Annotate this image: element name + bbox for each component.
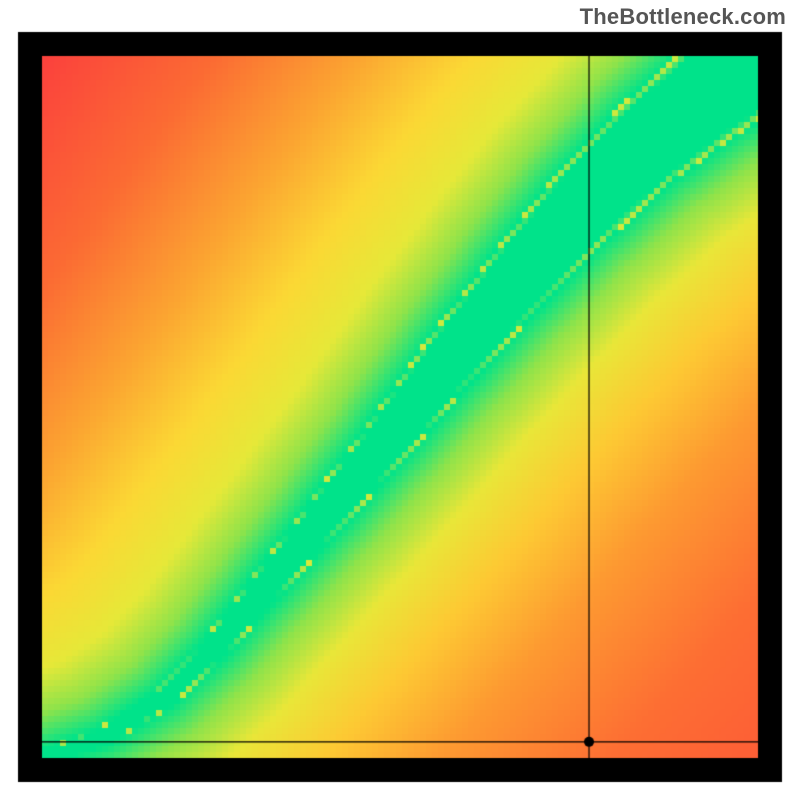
heatmap-canvas bbox=[0, 0, 800, 800]
heatmap-plot bbox=[0, 0, 800, 800]
chart-container: TheBottleneck.com bbox=[0, 0, 800, 800]
watermark-text: TheBottleneck.com bbox=[580, 4, 786, 30]
